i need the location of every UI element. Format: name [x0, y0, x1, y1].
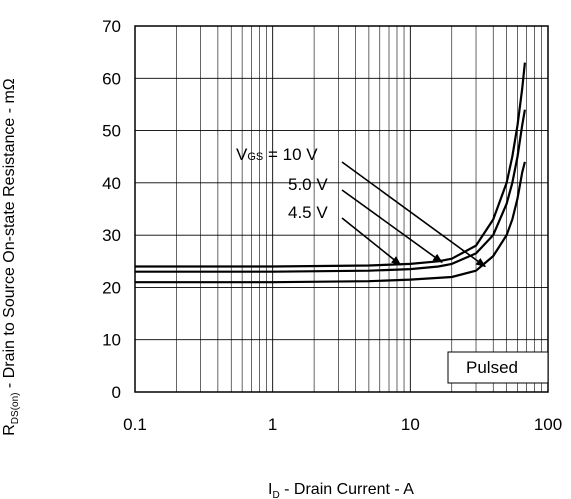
x-axis-label: ID - Drain Current - A [268, 481, 414, 499]
x-tick-label: 0.1 [123, 415, 147, 434]
series-line-1 [135, 109, 526, 273]
x-tick-label: 1 [268, 415, 277, 434]
series-label-1: 5.0 V [288, 175, 328, 194]
y-tick-label: 30 [102, 226, 121, 245]
pulsed-label: Pulsed [466, 358, 518, 377]
pulsed-box: Pulsed [447, 351, 549, 384]
series-arrow-1 [341, 189, 443, 263]
grid [134, 25, 549, 393]
x-tick-label: 100 [534, 415, 562, 434]
y-tick-label: 60 [102, 69, 121, 88]
y-tick-label: 20 [102, 278, 121, 297]
y-tick-label: 70 [102, 17, 121, 36]
y-tick-label: 10 [102, 331, 121, 350]
y-axis-label: RDS(on) - Drain to Source On-state Resis… [1, 78, 21, 436]
series-line-2 [135, 62, 526, 268]
x-tick-label: 10 [401, 415, 420, 434]
ticks-layer: 0.1 1 10 100 0 10 20 30 40 50 60 70 [102, 17, 562, 434]
plot-frame [134, 25, 549, 393]
y-tick-label: 50 [102, 122, 121, 141]
series-arrow-2 [341, 217, 402, 266]
series-label-2: 4.5 V [288, 203, 328, 222]
series-arrow-0 [341, 161, 487, 268]
y-tick-label: 40 [102, 174, 121, 193]
series-layer [135, 62, 526, 284]
series-label-0: VGS = 10 V [236, 145, 318, 164]
y-tick-label: 0 [112, 383, 121, 402]
annotations-layer: VGS = 10 V 5.0 V 4.5 V [236, 145, 487, 268]
series-line-0 [135, 161, 526, 284]
